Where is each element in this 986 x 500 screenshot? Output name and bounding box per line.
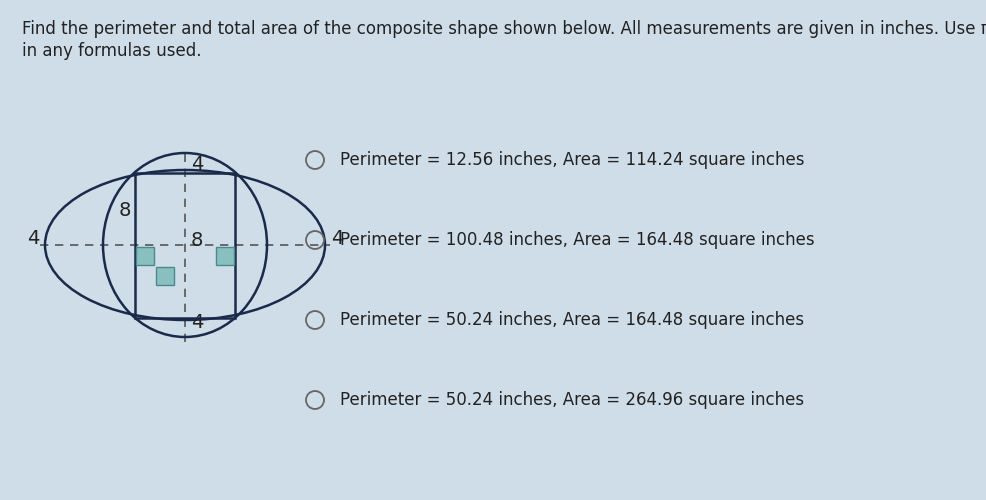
Text: 8: 8 [118,200,131,220]
Text: Perimeter = 100.48 inches, Area = 164.48 square inches: Perimeter = 100.48 inches, Area = 164.48… [339,231,813,249]
Bar [216,247,234,265]
Text: 4: 4 [191,313,203,332]
Text: 4: 4 [330,230,343,248]
Bar [135,172,235,318]
Bar [136,247,154,265]
Text: Perimeter = 12.56 inches, Area = 114.24 square inches: Perimeter = 12.56 inches, Area = 114.24 … [339,151,804,169]
Text: Perimeter = 50.24 inches, Area = 164.48 square inches: Perimeter = 50.24 inches, Area = 164.48 … [339,311,804,329]
Text: 8: 8 [191,230,203,250]
Text: Perimeter = 50.24 inches, Area = 264.96 square inches: Perimeter = 50.24 inches, Area = 264.96 … [339,391,804,409]
Bar [156,267,174,285]
Text: 4: 4 [191,155,203,174]
Text: Find the perimeter and total area of the composite shape shown below. All measur: Find the perimeter and total area of the… [22,20,986,38]
Text: in any formulas used.: in any formulas used. [22,42,201,60]
Text: 4: 4 [27,230,39,248]
